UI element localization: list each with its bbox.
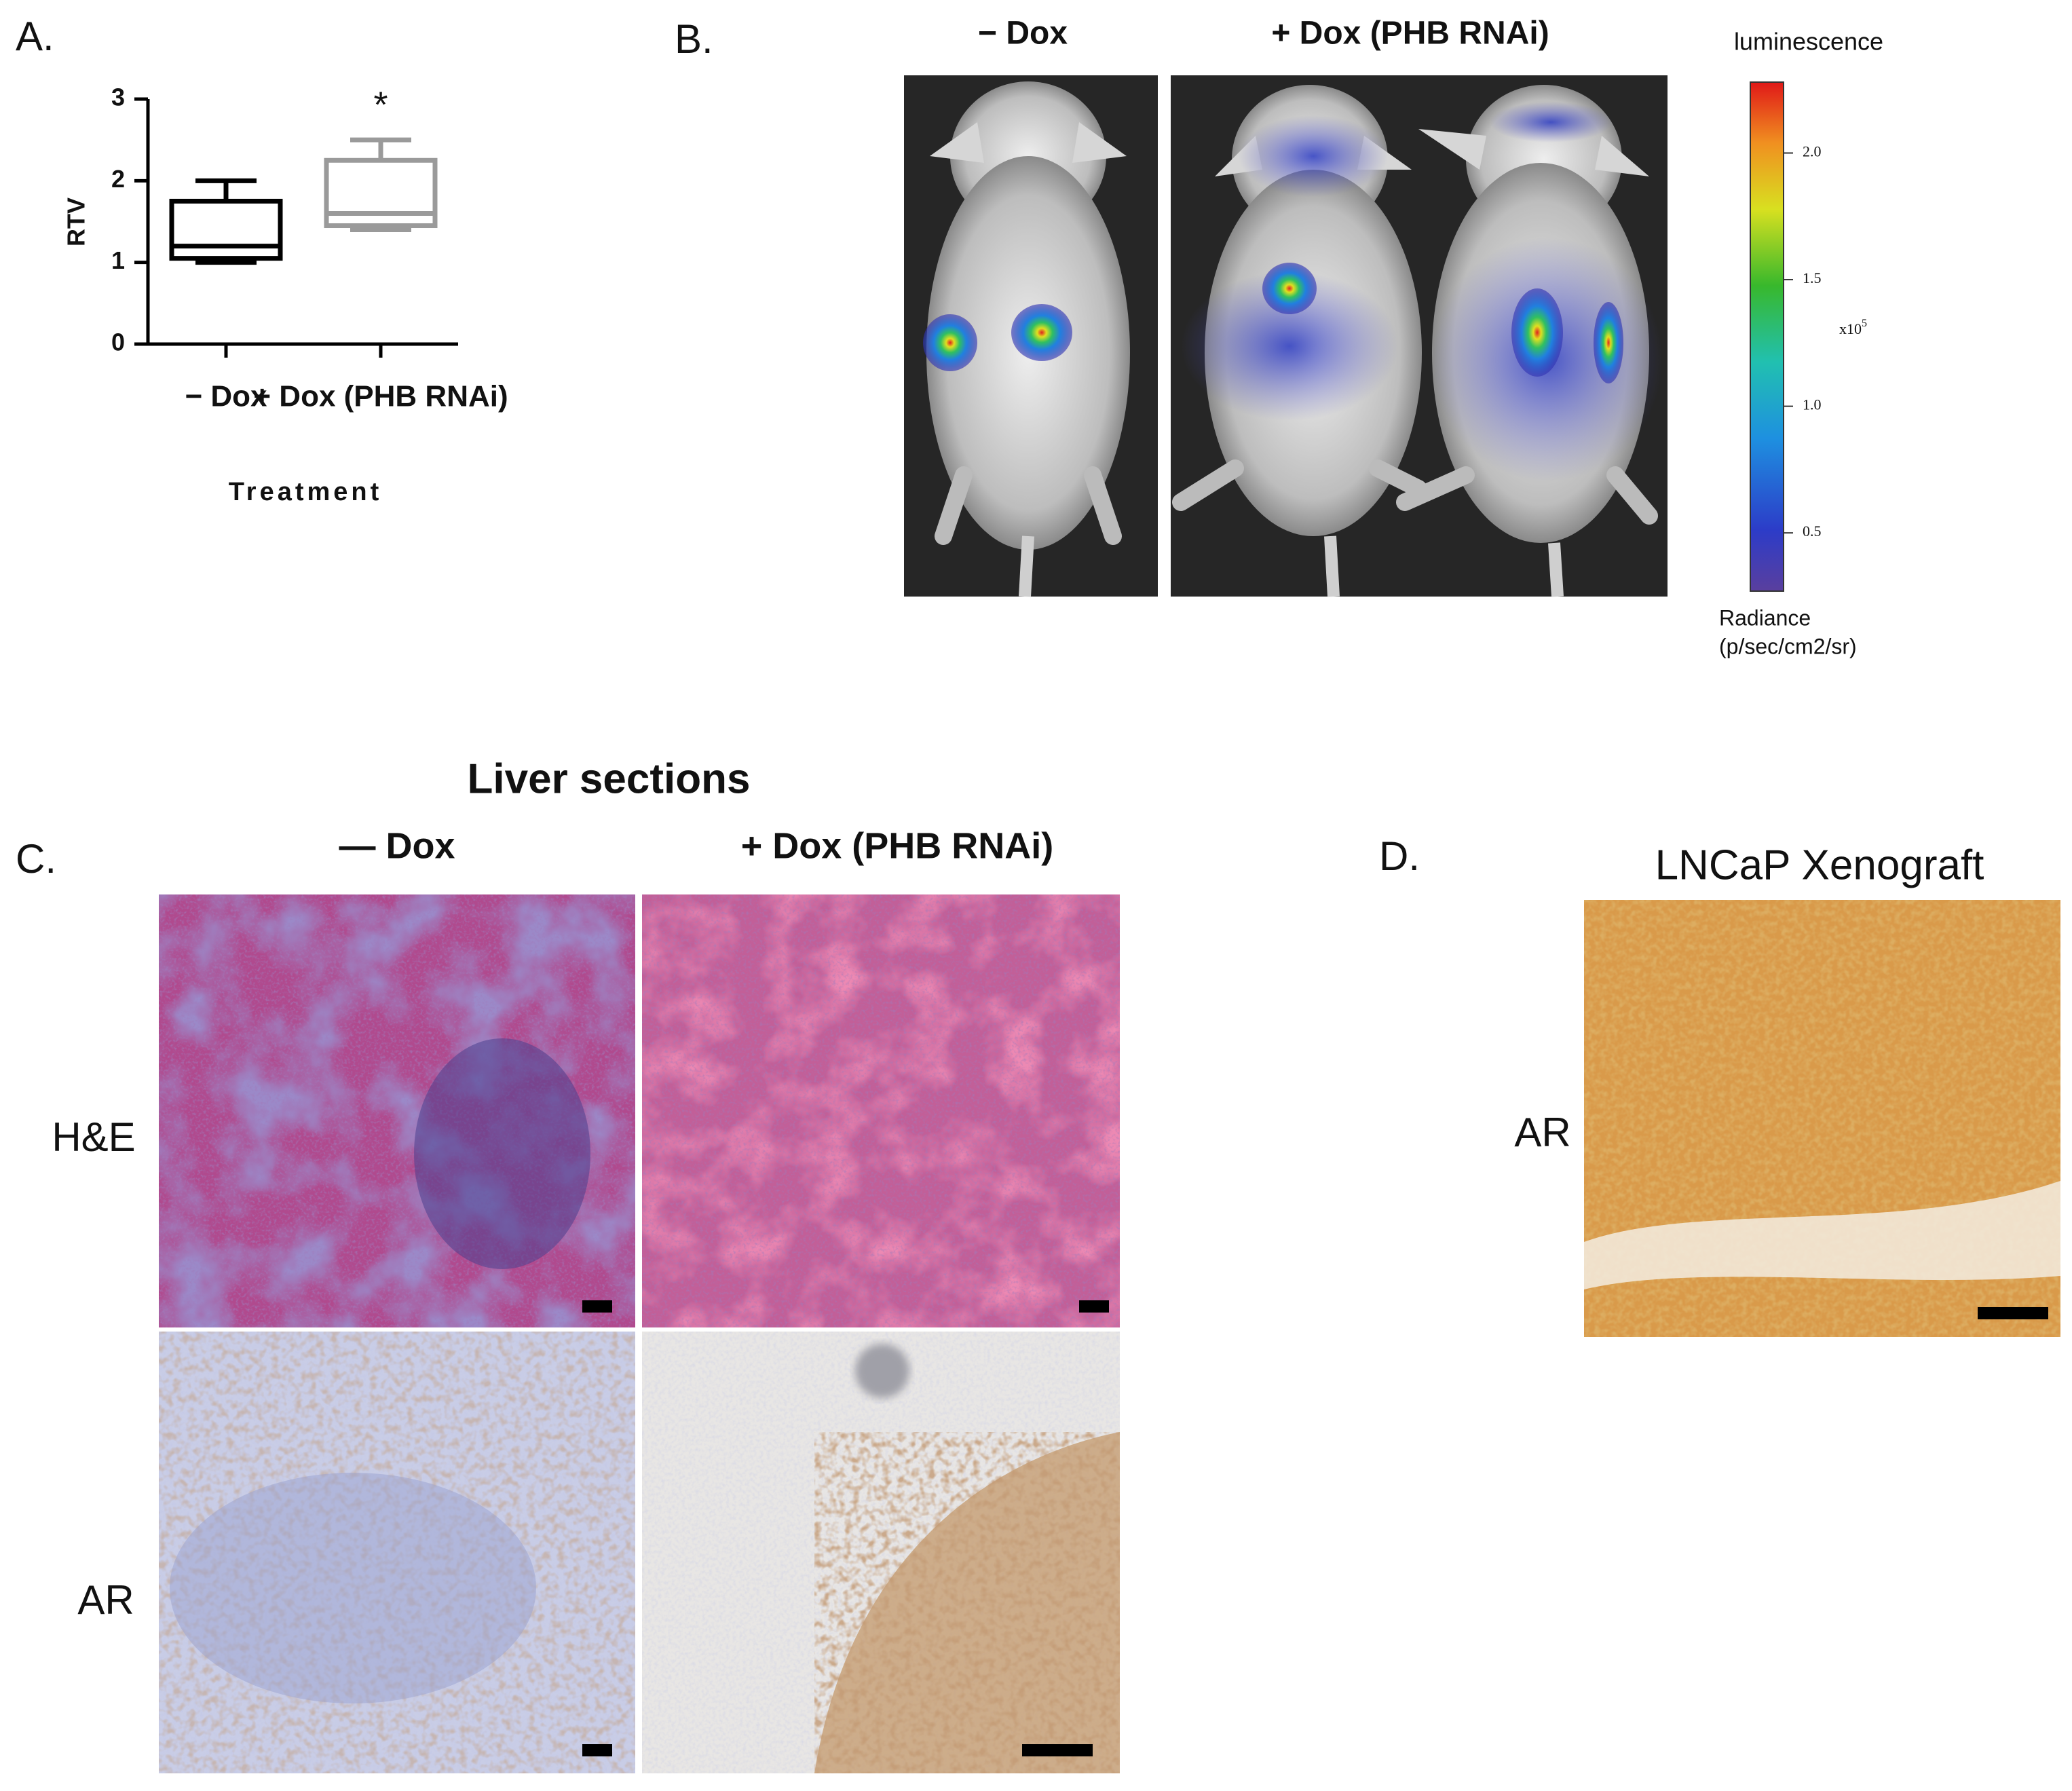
colorbar-tick-label: 1.5 — [1803, 269, 1822, 286]
bioluminescence-image — [1171, 75, 1668, 597]
row-label: AR — [77, 1577, 134, 1623]
panel-label: D. — [1379, 833, 1420, 879]
column-title: + Dox (PHB RNAi) — [1271, 16, 1549, 52]
x-tick-label: − Dox — [185, 380, 267, 413]
y-tick-label: 2 — [111, 165, 125, 193]
panel-label: B. — [675, 16, 713, 62]
panel-label: C. — [16, 836, 56, 882]
multiplier-base: x10 — [1839, 320, 1862, 337]
panel-title: Liver sections — [468, 755, 751, 802]
multiplier-exponent: 5 — [1862, 318, 1867, 329]
bioluminescence-image — [904, 75, 1158, 597]
colorbar-tick-label: 0.5 — [1803, 523, 1822, 540]
column-title: — Dox — [339, 825, 455, 866]
panel-label: A. — [16, 14, 54, 59]
y-tick-label: 3 — [111, 83, 125, 111]
y-tick-label: 1 — [111, 246, 125, 274]
colorbar-title: luminescence — [1734, 28, 1883, 56]
y-axis-label: RTV — [62, 197, 90, 246]
histology-image — [642, 894, 1120, 1327]
column-title: − Dox — [978, 16, 1068, 52]
column-title: + Dox (PHB RNAi) — [741, 825, 1054, 866]
colorbar-unit: Radiance — [1719, 605, 1811, 630]
colorbar — [1750, 81, 1784, 592]
histology-image — [642, 1332, 1120, 1773]
histology-image — [159, 894, 635, 1327]
row-label: H&E — [52, 1114, 135, 1160]
histology-image — [159, 1332, 635, 1773]
colorbar-multiplier: x105 — [1839, 318, 1867, 337]
colorbar-tick-label: 2.0 — [1803, 143, 1822, 160]
row-label: AR — [1514, 1110, 1570, 1155]
x-axis-label: Treatment — [229, 478, 383, 506]
y-tick-label: 0 — [111, 328, 125, 356]
colorbar-tick-label: 1.0 — [1803, 396, 1822, 413]
histology-image — [1584, 900, 2060, 1337]
box — [324, 157, 438, 229]
panel-title: LNCaP Xenograft — [1655, 842, 1984, 888]
x-tick-label: + Dox (PHB RNAi) — [253, 380, 508, 413]
box — [169, 198, 283, 261]
significance-annotation: * — [373, 84, 388, 125]
colorbar-unit: (p/sec/cm2/sr) — [1719, 634, 1857, 658]
